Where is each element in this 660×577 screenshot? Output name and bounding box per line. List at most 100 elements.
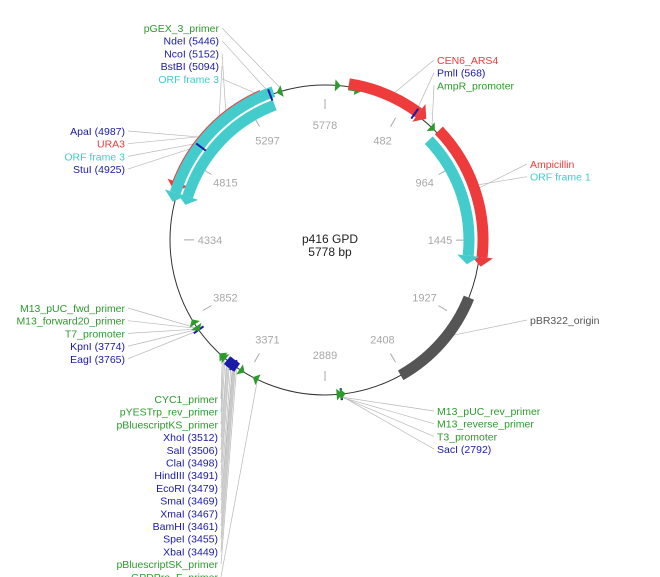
leader-line — [341, 395, 435, 450]
tick-label: 5297 — [255, 135, 279, 147]
leader-line — [220, 366, 234, 514]
label-pbr322-origin: pBR322_origin — [530, 315, 600, 327]
label-stui-4925: StuI (4925) — [73, 164, 125, 176]
label-ncoi-5152: NcoI (5152) — [164, 48, 219, 60]
feature-arc-pbr322-origin — [397, 295, 474, 381]
label-xhoi-3512: XhoI (3512) — [163, 432, 218, 444]
tick-label: 4815 — [213, 178, 237, 190]
leader-line — [127, 145, 200, 170]
tick-label: 3852 — [213, 293, 237, 305]
mcs-site-tick — [226, 358, 235, 368]
tick-label: 4334 — [198, 235, 222, 247]
tick-label: 2889 — [313, 350, 337, 362]
leader-line — [220, 381, 258, 577]
label-ura3: URA3 — [97, 139, 125, 151]
leader-line — [221, 53, 227, 119]
label-pbluescriptks-primer: pBluescriptKS_primer — [116, 419, 218, 431]
label-pmli-568: PmlI (568) — [437, 68, 485, 80]
primer-arrowheads — [189, 79, 435, 401]
label-eagi-3765: EagI (3765) — [70, 354, 125, 366]
label-clai-3498: ClaI (3498) — [166, 458, 218, 470]
label-m13-forward20-primer: M13_forward20_primer — [16, 316, 125, 328]
label-leaders — [127, 27, 528, 577]
label-sali-3506: SalI (3506) — [167, 445, 218, 457]
leader-line — [220, 362, 227, 438]
tick-label: 2408 — [370, 335, 394, 347]
label-m13-reverse-primer: M13_reverse_primer — [437, 419, 534, 431]
label-orf-frame-3: ORF frame 3 — [158, 74, 219, 86]
label-ampr-promoter: AmpR_promoter — [437, 80, 515, 92]
label-bamhi-3461: BamHI (3461) — [153, 521, 218, 533]
leader-line — [221, 27, 282, 90]
label-spei-3455: SpeI (3455) — [163, 534, 218, 546]
enzyme-site-tick — [195, 142, 207, 152]
label-t7-promoter: T7_promoter — [65, 328, 126, 340]
label-m13-puc-rev-primer: M13_pUC_rev_primer — [437, 406, 541, 418]
mcs-site-tick — [229, 360, 238, 370]
primer-arrowhead — [426, 122, 435, 132]
mcs-site-tick — [227, 359, 236, 369]
label-t3-promoter: T3_promoter — [437, 431, 498, 443]
leader-line — [220, 364, 230, 476]
label-ampicillin: Ampicillin — [530, 159, 575, 171]
label-ecori-3479: EcoRI (3479) — [156, 483, 218, 495]
feature-arc-orf-frame-1 — [424, 136, 475, 257]
mcs-site-tick — [232, 362, 241, 372]
leader-line — [220, 362, 228, 450]
primer-arrowhead — [334, 79, 341, 92]
tick-mark — [390, 117, 396, 127]
label-xbai-3449: XbaI (3449) — [163, 546, 218, 558]
tick-label: 1927 — [412, 293, 436, 305]
primer-arrowhead — [191, 323, 202, 332]
tick-label: 964 — [415, 178, 433, 190]
mcs-site-tick — [223, 356, 232, 366]
label-saci-2792: SacI (2792) — [437, 444, 491, 456]
tick-mark — [390, 353, 396, 363]
label-orf-frame-3: ORF frame 3 — [64, 151, 125, 163]
label-hindiii-3491: HindIII (3491) — [154, 470, 218, 482]
feature-arrowhead-ampicillin — [471, 256, 493, 267]
leader-line — [220, 367, 234, 527]
label-cyc1-primer: CYC1_primer — [154, 394, 218, 406]
feature-arrowhead-orf-frame-3 — [164, 189, 186, 202]
tick-label: 5778 — [313, 120, 337, 132]
leader-line — [127, 135, 208, 145]
primer-arrowhead — [336, 388, 343, 401]
leader-line — [221, 40, 270, 94]
mcs-site-tick — [230, 361, 239, 371]
leader-line — [220, 369, 237, 565]
plasmid-size: 5778 bp — [308, 245, 352, 259]
leader-line — [127, 329, 197, 347]
mcs-site-tick — [224, 356, 233, 367]
tick-label: 482 — [373, 135, 391, 147]
tick-label: 3371 — [255, 335, 279, 347]
leader-line — [472, 176, 528, 187]
label-ndei-5446: NdeI (5446) — [164, 36, 219, 48]
label-bstbi-5094: BstBI (5094) — [161, 61, 219, 73]
feature-arcs — [164, 78, 493, 381]
tick-mark — [438, 305, 448, 312]
leader-line — [220, 366, 233, 501]
leader-line — [220, 360, 226, 425]
leader-line — [218, 66, 223, 125]
feature-arrowhead-orf-frame-1 — [457, 254, 480, 265]
leader-line — [220, 368, 236, 552]
feature-arc-orf-frame-3 — [170, 86, 276, 195]
leader-line — [220, 365, 232, 488]
label-pyestrp-rev-primer: pYESTrp_rev_primer — [120, 407, 219, 419]
label-pgex-3-primer: pGEX_3_primer — [144, 23, 220, 35]
feature-arc-ampicillin — [434, 126, 489, 258]
label-apai-4987: ApaI (4987) — [70, 126, 125, 138]
mcs-site-tick — [231, 361, 240, 372]
primer-arrowhead — [189, 319, 200, 328]
leader-line — [127, 320, 196, 329]
leader-line — [127, 142, 203, 157]
label-smai-3469: SmaI (3469) — [160, 496, 218, 508]
primer-arrowhead — [236, 364, 245, 375]
primer-arrowhead — [252, 374, 261, 386]
leader-line — [220, 368, 235, 539]
label-pbluescriptsk-primer: pBluescriptSK_primer — [116, 559, 218, 571]
tick-label: 1445 — [428, 235, 452, 247]
